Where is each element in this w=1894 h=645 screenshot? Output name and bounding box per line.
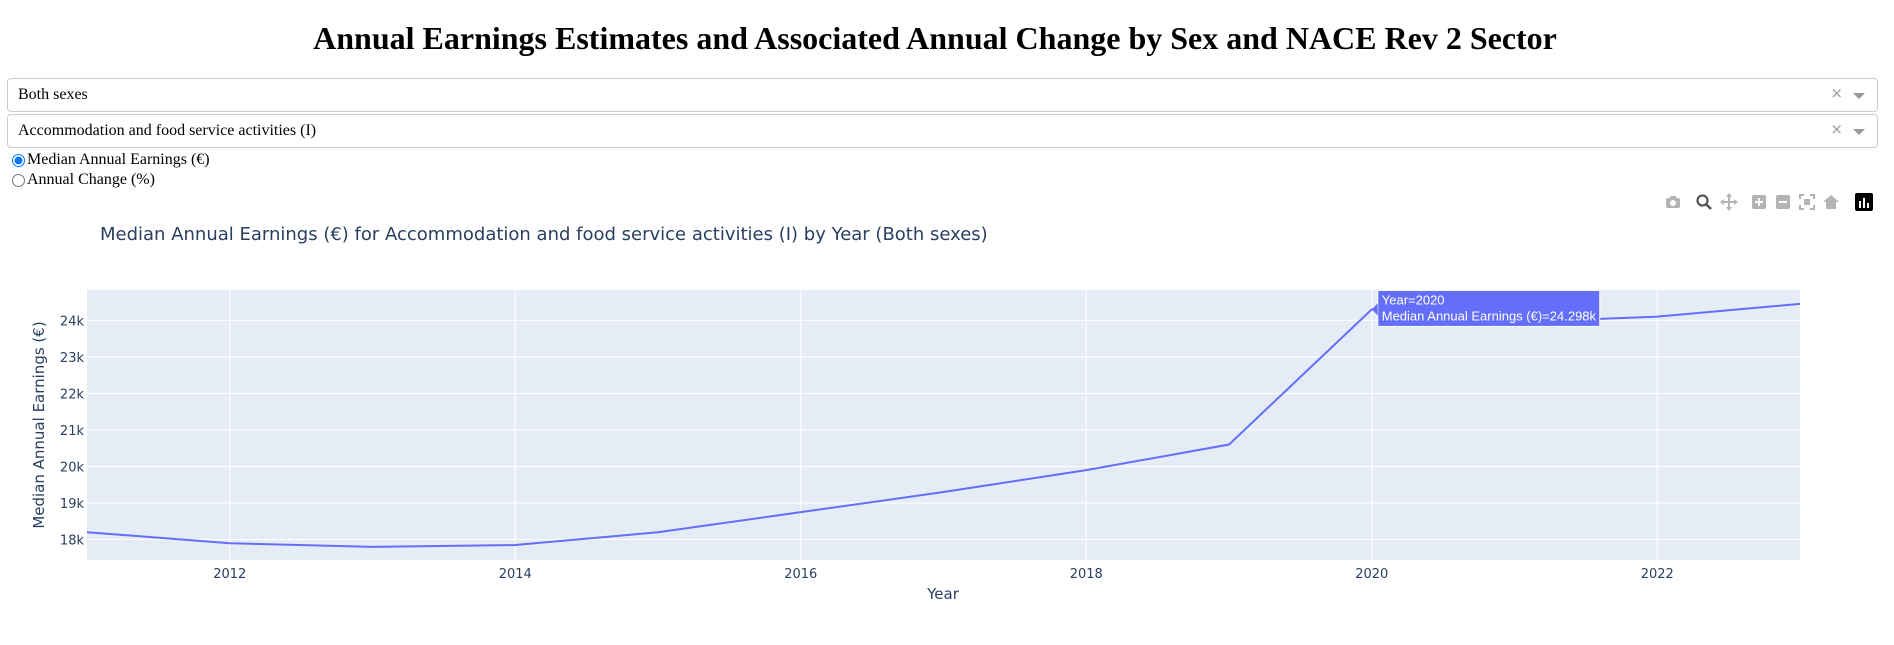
plotly-logo-icon[interactable]	[1855, 193, 1873, 211]
x-tick-label: 2014	[499, 567, 532, 582]
x-tick-label: 2020	[1355, 567, 1388, 582]
y-tick-label: 24k	[60, 314, 85, 329]
radio-median-earnings[interactable]: Median Annual Earnings (€)	[10, 150, 210, 170]
y-tick-label: 23k	[60, 351, 85, 366]
data-point[interactable]	[512, 542, 518, 548]
sex-dropdown-value: Both sexes	[18, 86, 88, 103]
data-point[interactable]	[1797, 301, 1803, 307]
y-tick-label: 20k	[60, 460, 85, 475]
sex-dropdown[interactable]: Both sexes ×	[7, 78, 1878, 112]
grid-lines	[87, 290, 1800, 560]
x-axis-ticks: 2012 2014 2016 2018 2020 2022	[213, 567, 1674, 582]
sector-chevron-down-icon[interactable]	[1853, 129, 1865, 135]
x-tick-label: 2016	[784, 567, 817, 582]
data-point[interactable]	[1226, 442, 1232, 448]
sex-clear-icon[interactable]: ×	[1830, 84, 1843, 102]
x-tick-label: 2012	[213, 567, 246, 582]
hover-line-year: Year=2020	[1382, 292, 1445, 307]
sex-chevron-down-icon[interactable]	[1853, 93, 1865, 99]
y-axis-title: Median Annual Earnings (€)	[30, 321, 48, 528]
reset-axes-icon[interactable]	[1822, 193, 1840, 211]
x-tick-label: 2022	[1641, 567, 1674, 582]
data-point[interactable]	[227, 540, 233, 546]
radio-annual-change[interactable]: Annual Change (%)	[10, 170, 155, 190]
zoom-icon[interactable]	[1695, 193, 1713, 211]
page-title: Annual Earnings Estimates and Associated…	[313, 20, 1557, 56]
sector-dropdown-value: Accommodation and food service activitie…	[18, 122, 317, 139]
data-point[interactable]	[84, 529, 90, 535]
x-axis-title: Year	[926, 585, 960, 603]
data-point[interactable]	[798, 509, 804, 515]
radio-annual-change-input[interactable]	[12, 173, 25, 187]
autoscale-icon[interactable]	[1798, 193, 1816, 211]
hover-tooltip: Year=2020 Median Annual Earnings (€)=24.…	[1371, 289, 1601, 327]
data-point[interactable]	[1654, 314, 1660, 320]
sector-dropdown[interactable]: Accommodation and food service activitie…	[7, 114, 1878, 148]
zoom-out-icon[interactable]	[1774, 193, 1792, 211]
chart-title: Median Annual Earnings (€) for Accommoda…	[100, 224, 988, 245]
y-tick-label: 18k	[60, 534, 85, 549]
y-tick-label: 19k	[60, 497, 85, 512]
data-point[interactable]	[1083, 467, 1089, 473]
hover-line-value: Median Annual Earnings (€)=24.298k	[1382, 308, 1597, 323]
sector-clear-icon[interactable]: ×	[1830, 120, 1843, 138]
camera-icon[interactable]	[1664, 193, 1682, 211]
pan-icon[interactable]	[1720, 193, 1738, 211]
data-point[interactable]	[370, 544, 376, 550]
zoom-in-icon[interactable]	[1750, 193, 1768, 211]
radio-annual-change-label: Annual Change (%)	[27, 171, 155, 188]
y-tick-label: 21k	[60, 424, 85, 439]
hover-box	[1377, 289, 1601, 327]
x-tick-label: 2018	[1070, 567, 1103, 582]
radio-median-earnings-input[interactable]	[12, 153, 25, 167]
y-tick-label: 22k	[60, 387, 85, 402]
hover-arrow	[1371, 303, 1378, 316]
data-point[interactable]	[941, 489, 947, 495]
y-axis-ticks: 18k 19k 20k 21k 22k 23k 24k	[60, 314, 85, 548]
data-point[interactable]	[655, 529, 661, 535]
plot-area[interactable]	[87, 290, 1800, 560]
radio-median-earnings-label: Median Annual Earnings (€)	[27, 151, 210, 168]
